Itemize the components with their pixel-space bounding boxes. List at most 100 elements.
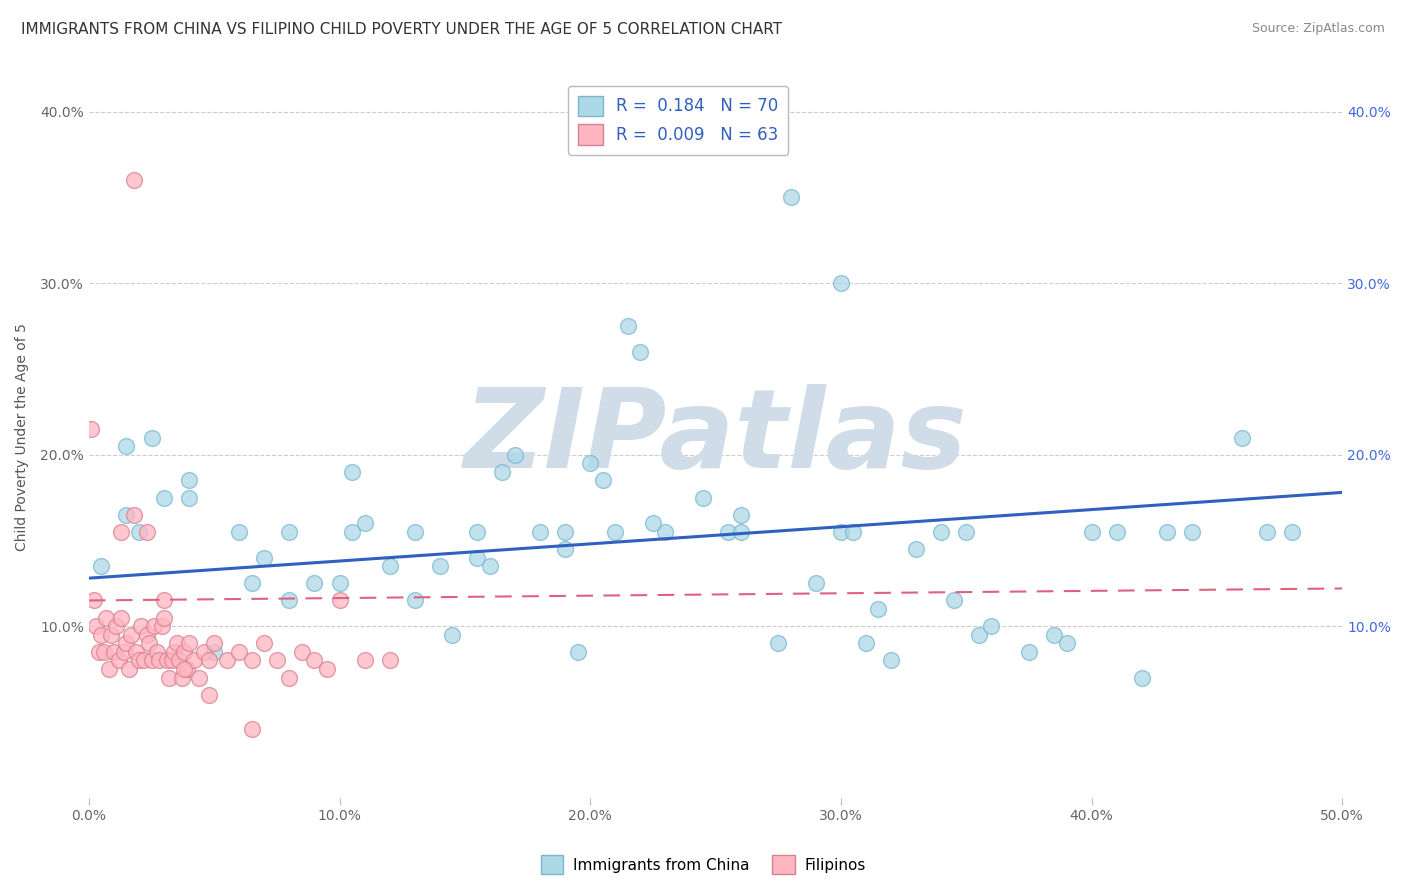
Point (1181, 524, 1204, 539)
Point (980, 619, 1002, 633)
Point (128, 524, 150, 539)
Point (830, 277, 852, 291)
Point (166, 636, 188, 650)
Point (641, 516, 664, 531)
Point (730, 508, 752, 522)
Legend: R =  0.184   N = 70, R =  0.009   N = 63: R = 0.184 N = 70, R = 0.009 N = 63 (568, 86, 789, 155)
Point (554, 524, 576, 539)
Point (86, 619, 108, 633)
Point (145, 645, 167, 659)
Point (93, 645, 115, 659)
Point (153, 593, 176, 607)
Point (340, 524, 363, 539)
Point (1080, 524, 1102, 539)
Point (97, 662, 120, 676)
Point (1281, 524, 1303, 539)
Point (167, 653, 190, 667)
Point (942, 593, 965, 607)
Point (830, 524, 852, 539)
Point (173, 662, 195, 676)
Point (768, 636, 790, 650)
Point (198, 688, 221, 702)
Point (240, 576, 263, 591)
Point (215, 653, 238, 667)
Point (1056, 636, 1078, 650)
Point (378, 559, 401, 574)
Point (122, 508, 145, 522)
Point (153, 610, 176, 624)
Point (96, 610, 118, 624)
Point (955, 524, 977, 539)
Point (122, 173, 145, 187)
Point (441, 628, 464, 642)
Point (176, 662, 198, 676)
Point (188, 671, 211, 685)
Point (1256, 524, 1278, 539)
Text: Source: ZipAtlas.com: Source: ZipAtlas.com (1251, 22, 1385, 36)
Point (266, 653, 288, 667)
Point (967, 628, 990, 642)
Point (328, 593, 350, 607)
Point (193, 645, 215, 659)
Point (316, 662, 339, 676)
Point (157, 671, 180, 685)
Point (730, 524, 752, 539)
Point (491, 465, 513, 479)
Point (160, 653, 183, 667)
Point (1105, 524, 1128, 539)
Point (1018, 645, 1040, 659)
Y-axis label: Child Poverty Under the Age of 5: Child Poverty Under the Age of 5 (15, 324, 30, 551)
Point (135, 524, 157, 539)
Point (153, 491, 176, 505)
Point (880, 653, 903, 667)
Point (143, 619, 166, 633)
Point (179, 491, 201, 505)
Point (179, 636, 201, 650)
Legend: Immigrants from China, Filipinos: Immigrants from China, Filipinos (534, 849, 872, 880)
Point (291, 645, 314, 659)
Point (804, 576, 827, 591)
Point (83, 593, 105, 607)
Point (115, 439, 138, 453)
Point (110, 524, 132, 539)
Point (278, 593, 301, 607)
Point (253, 550, 276, 565)
Text: IMMIGRANTS FROM CHINA VS FILIPINO CHILD POVERTY UNDER THE AGE OF 5 CORRELATION C: IMMIGRANTS FROM CHINA VS FILIPINO CHILD … (21, 22, 782, 37)
Point (529, 524, 551, 539)
Point (628, 344, 651, 359)
Point (567, 645, 589, 659)
Point (278, 671, 301, 685)
Point (173, 645, 195, 659)
Point (429, 559, 451, 574)
Point (148, 653, 170, 667)
Point (717, 524, 740, 539)
Point (163, 645, 186, 659)
Point (138, 636, 160, 650)
Point (202, 636, 225, 650)
Point (404, 593, 426, 607)
Point (929, 524, 952, 539)
Point (404, 524, 426, 539)
Point (779, 190, 801, 204)
Point (503, 448, 526, 462)
Point (304, 653, 326, 667)
Point (105, 619, 128, 633)
Point (141, 431, 163, 445)
Point (378, 653, 401, 667)
Point (692, 491, 714, 505)
Point (1156, 524, 1178, 539)
Point (141, 653, 163, 667)
Point (100, 628, 122, 642)
Point (132, 653, 155, 667)
Point (654, 524, 676, 539)
Point (155, 653, 177, 667)
Point (353, 653, 375, 667)
Point (855, 636, 877, 650)
Point (253, 636, 276, 650)
Point (605, 524, 627, 539)
Point (353, 516, 375, 531)
Point (1043, 628, 1066, 642)
Point (592, 474, 614, 488)
Point (135, 628, 157, 642)
Point (467, 550, 489, 565)
